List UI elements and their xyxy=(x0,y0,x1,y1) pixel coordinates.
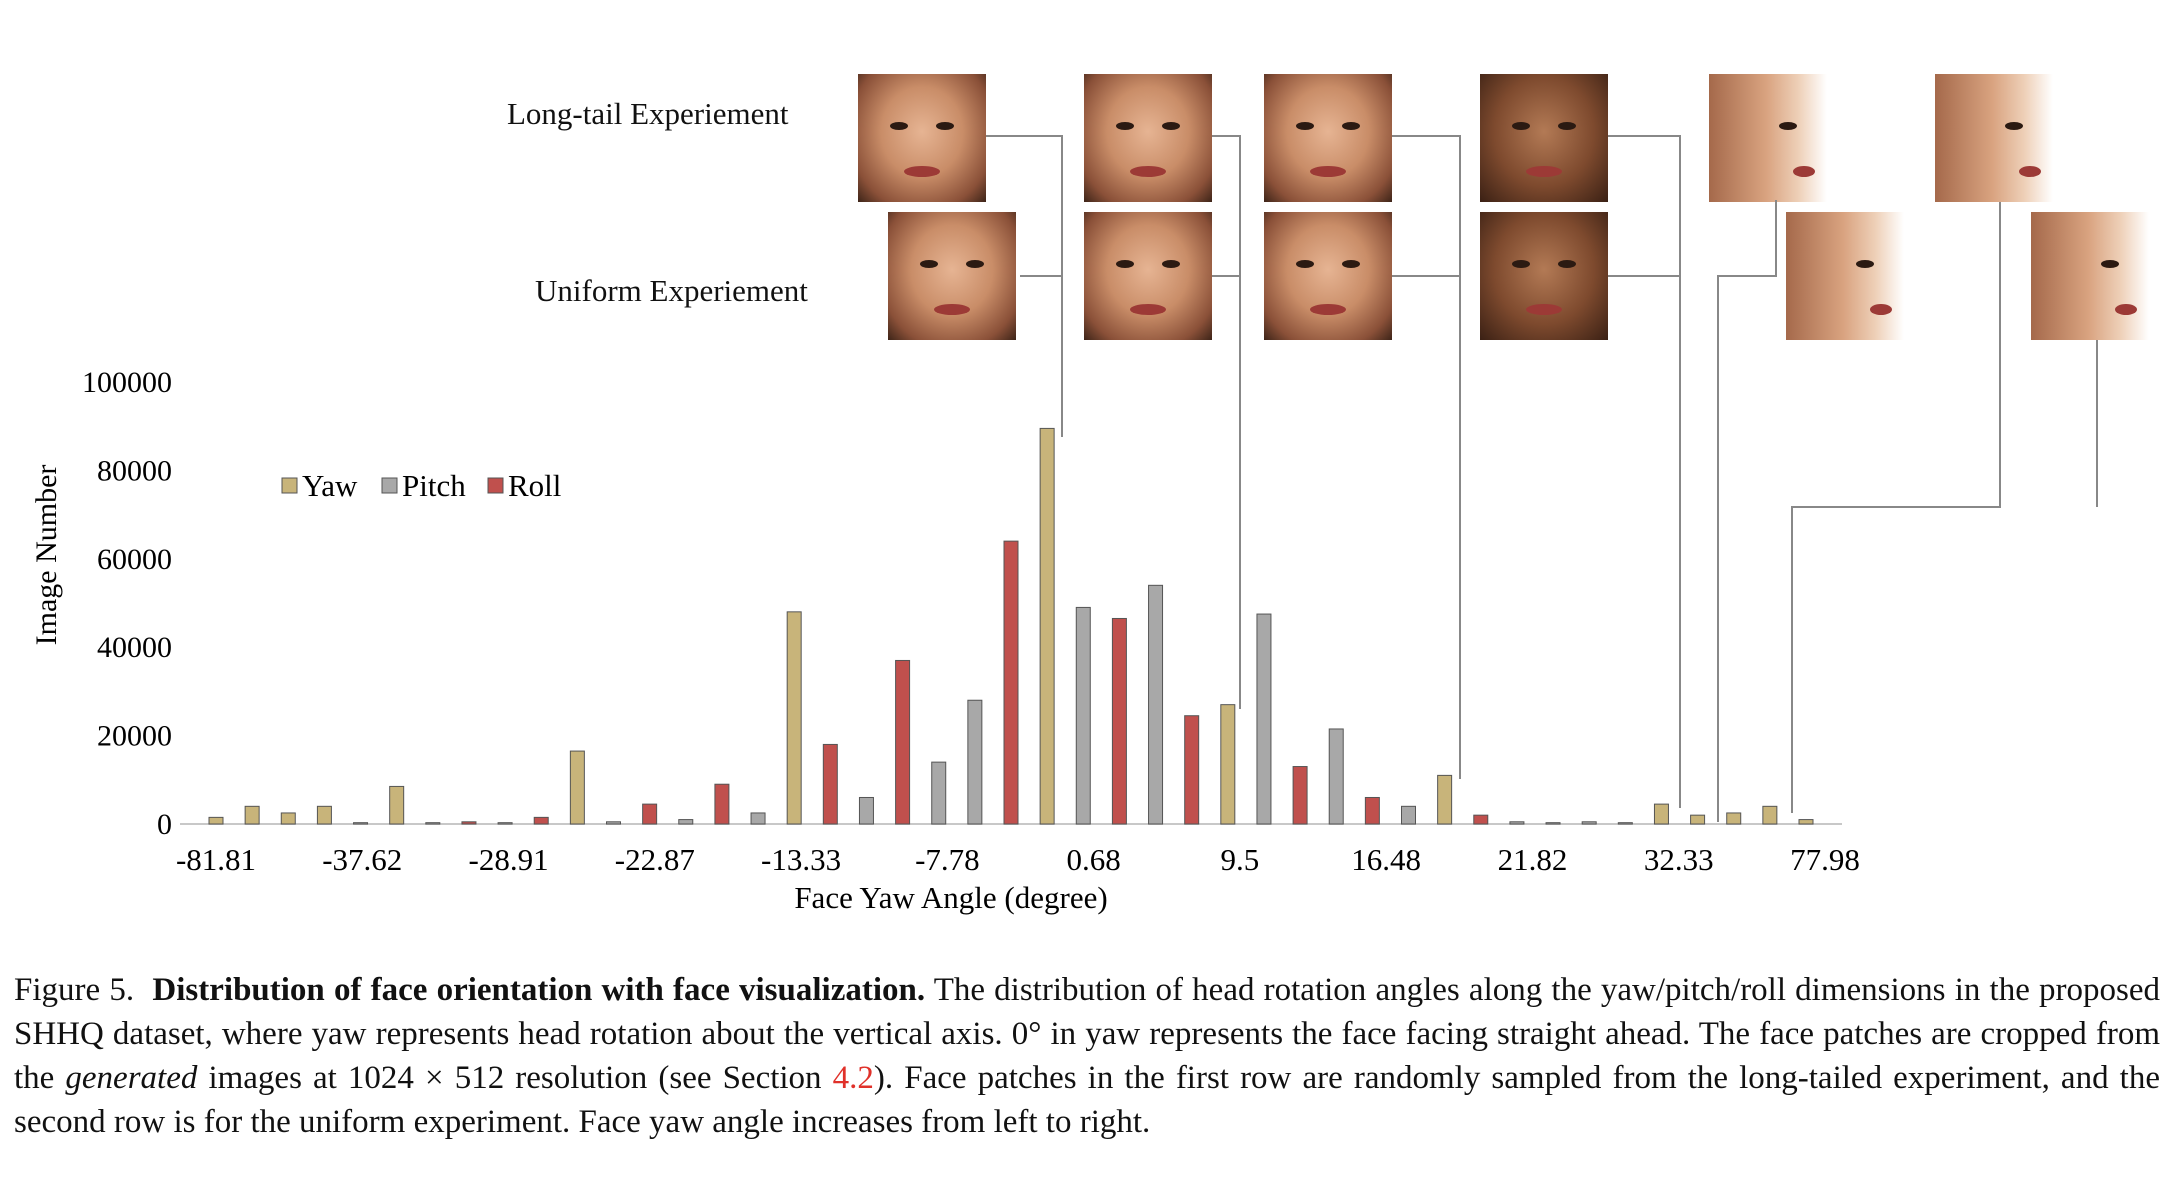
x-axis-label: Face Yaw Angle (degree) xyxy=(794,880,1107,915)
uniform-face-4 xyxy=(1480,212,1608,340)
x-tick-label: 16.48 xyxy=(1351,842,1421,877)
chart-bars xyxy=(208,427,1814,825)
bar-pitch xyxy=(353,822,369,825)
bar-roll xyxy=(461,821,477,825)
y-tick-label: 100000 xyxy=(82,366,172,399)
legend-label-pitch: Pitch xyxy=(402,468,466,503)
bar-roll xyxy=(642,803,658,825)
long-tail-face-6 xyxy=(1935,74,2063,202)
bar-yaw xyxy=(1762,805,1778,825)
legend-swatch-roll xyxy=(487,477,504,494)
bar-roll xyxy=(533,816,549,825)
x-tick-label: -37.62 xyxy=(322,842,402,877)
caption-text-1: The distribution of head rotation angles… xyxy=(14,972,2160,1096)
uniform-face-6 xyxy=(2031,212,2159,340)
bar-roll xyxy=(895,659,911,825)
bar-yaw xyxy=(1653,803,1669,825)
legend-swatch-yaw xyxy=(281,477,298,494)
bar-pitch xyxy=(1148,584,1164,825)
long-tail-face-4 xyxy=(1480,74,1608,202)
long-tail-face-5 xyxy=(1709,74,1837,202)
legend-swatch-pitch xyxy=(381,477,398,494)
x-tick-label: 9.5 xyxy=(1221,842,1260,877)
x-tick-label: -13.33 xyxy=(761,842,841,877)
section-link[interactable]: 4.2 xyxy=(832,1060,874,1096)
x-tick-label: -7.78 xyxy=(915,842,980,877)
bar-yaw xyxy=(569,750,585,825)
caption-prefix: Figure 5. xyxy=(14,972,135,1008)
bar-pitch xyxy=(606,821,621,825)
uniform-face-3 xyxy=(1264,212,1392,340)
bar-pitch xyxy=(425,822,441,825)
x-tick-label: -81.81 xyxy=(176,842,256,877)
bar-pitch xyxy=(1328,728,1344,825)
bar-yaw xyxy=(208,816,224,825)
bar-yaw xyxy=(1437,774,1453,825)
x-tick-label: 21.82 xyxy=(1498,842,1568,877)
uniform-face-5 xyxy=(1786,212,1914,340)
x-tick-label: 77.98 xyxy=(1790,842,1860,877)
bar-roll xyxy=(822,743,838,825)
bar-pitch xyxy=(931,761,947,825)
bar-pitch xyxy=(1256,613,1272,825)
bar-pitch xyxy=(1401,805,1416,825)
bar-yaw xyxy=(1726,812,1742,825)
bar-pitch xyxy=(1617,822,1633,825)
bar-yaw xyxy=(389,785,405,825)
legend-label-yaw: Yaw xyxy=(302,468,358,503)
y-tick-label: 20000 xyxy=(97,720,172,753)
bar-roll xyxy=(1003,540,1019,825)
y-tick-label: 40000 xyxy=(97,631,172,664)
caption-text-2: images at 1024 × 512 resolution (see Sec… xyxy=(197,1060,833,1096)
bar-yaw xyxy=(1798,819,1814,825)
caption-text-3: ). Face patches in the first row are ran… xyxy=(14,1060,2160,1140)
bar-roll xyxy=(1184,715,1200,825)
chart-tick-labels: 0 20000 40000 60000 80000 100000 -81.81 -37.62 -… xyxy=(82,366,1860,877)
uniform-face-2 xyxy=(1084,212,1212,340)
bar-roll xyxy=(1473,814,1489,825)
uniform-face-1 xyxy=(888,212,1016,340)
bar-chart: 0 20000 40000 60000 80000 100000 -81.81 -37.62 -… xyxy=(30,135,2098,915)
bar-pitch xyxy=(858,796,874,825)
caption-title: Distribution of face orientation with fa… xyxy=(152,972,926,1008)
legend-label-roll: Roll xyxy=(508,468,561,503)
bar-pitch xyxy=(1075,606,1091,825)
bar-pitch xyxy=(1545,822,1561,825)
bar-pitch xyxy=(967,699,983,825)
bar-yaw xyxy=(244,805,260,825)
x-tick-label: -22.87 xyxy=(615,842,695,877)
bar-yaw xyxy=(1690,814,1706,825)
bar-pitch xyxy=(1509,821,1525,825)
y-tick-label: 0 xyxy=(157,808,172,841)
uniform-row-label: Uniform Experiement xyxy=(535,273,808,308)
x-tick-label: -28.91 xyxy=(469,842,549,877)
bar-roll xyxy=(714,783,730,825)
bar-yaw xyxy=(1039,427,1055,825)
bar-yaw xyxy=(786,611,802,825)
y-tick-label: 60000 xyxy=(97,543,172,576)
bar-yaw xyxy=(316,805,332,825)
y-axis-label: Image Number xyxy=(30,465,63,646)
bar-roll xyxy=(1111,617,1127,825)
bar-pitch xyxy=(678,819,694,825)
x-tick-label: 0.68 xyxy=(1067,842,1121,877)
bar-roll xyxy=(1364,796,1380,825)
bar-pitch xyxy=(497,822,513,825)
bar-pitch xyxy=(1581,821,1597,825)
long-tail-face-1 xyxy=(858,74,986,202)
figure-caption: Figure 5. Distribution of face orientati… xyxy=(14,968,2160,1144)
long-tail-row-label: Long-tail Experiement xyxy=(507,96,789,131)
bar-yaw xyxy=(280,812,296,825)
chart-legend: Yaw Pitch Roll xyxy=(281,468,561,503)
bar-yaw xyxy=(1220,704,1236,825)
bar-pitch xyxy=(750,812,766,825)
face-connector-lines xyxy=(986,135,2098,822)
caption-emphasis: generated xyxy=(65,1060,198,1096)
long-tail-face-3 xyxy=(1264,74,1392,202)
x-tick-label: 32.33 xyxy=(1644,842,1714,877)
long-tail-face-2 xyxy=(1084,74,1212,202)
y-tick-label: 80000 xyxy=(97,454,172,487)
bar-roll xyxy=(1292,766,1308,825)
